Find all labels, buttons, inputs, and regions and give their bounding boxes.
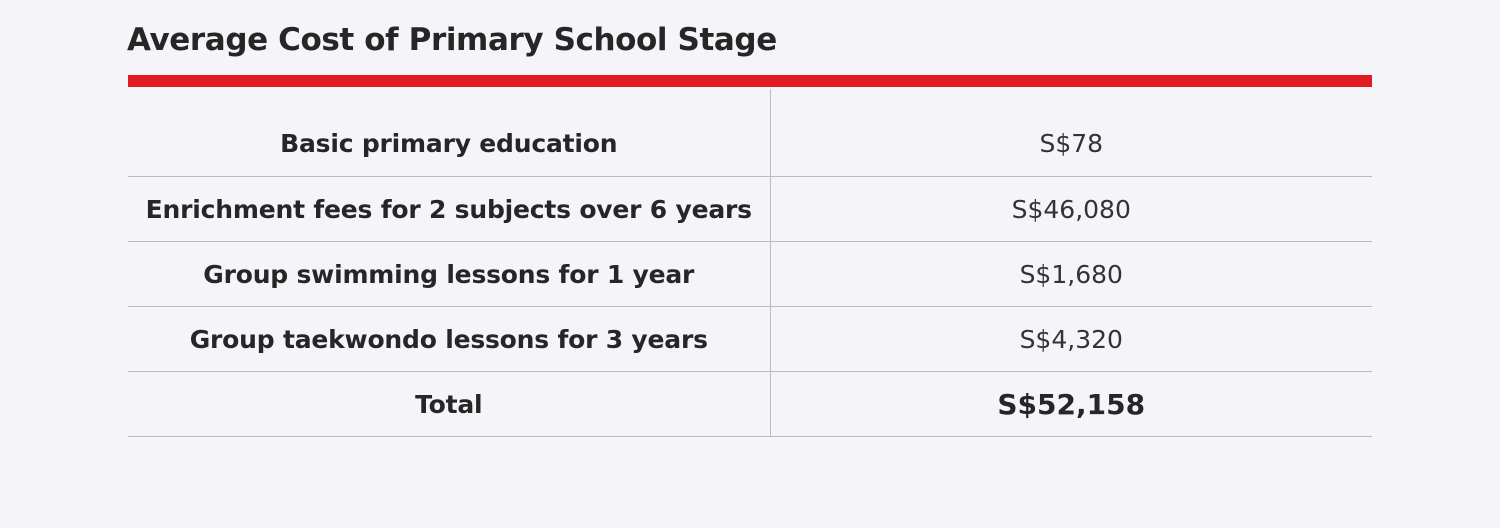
table-row: Basic primary education S$78: [128, 89, 1372, 177]
row-item-label: Group taekwondo lessons for 3 years: [128, 306, 771, 372]
total-row: Total S$52,158: [128, 371, 1372, 437]
table-row: Enrichment fees for 2 subjects over 6 ye…: [128, 176, 1372, 242]
row-item-label: Enrichment fees for 2 subjects over 6 ye…: [128, 176, 771, 242]
title-accent-rule: [128, 75, 1372, 87]
row-amount: S$4,320: [770, 306, 1372, 372]
row-amount: S$1,680: [770, 241, 1372, 307]
page-title: Average Cost of Primary School Stage: [127, 22, 777, 58]
table-row: Group taekwondo lessons for 3 years S$4,…: [128, 306, 1372, 372]
table-row: Group swimming lessons for 1 year S$1,68…: [128, 241, 1372, 307]
total-amount: S$52,158: [770, 371, 1372, 437]
total-label: Total: [128, 371, 771, 437]
row-item-label: Group swimming lessons for 1 year: [128, 241, 771, 307]
row-amount: S$46,080: [770, 176, 1372, 242]
cost-table: Basic primary education S$78 Enrichment …: [128, 89, 1372, 437]
row-amount: S$78: [770, 89, 1372, 177]
row-item-label: Basic primary education: [128, 89, 771, 177]
